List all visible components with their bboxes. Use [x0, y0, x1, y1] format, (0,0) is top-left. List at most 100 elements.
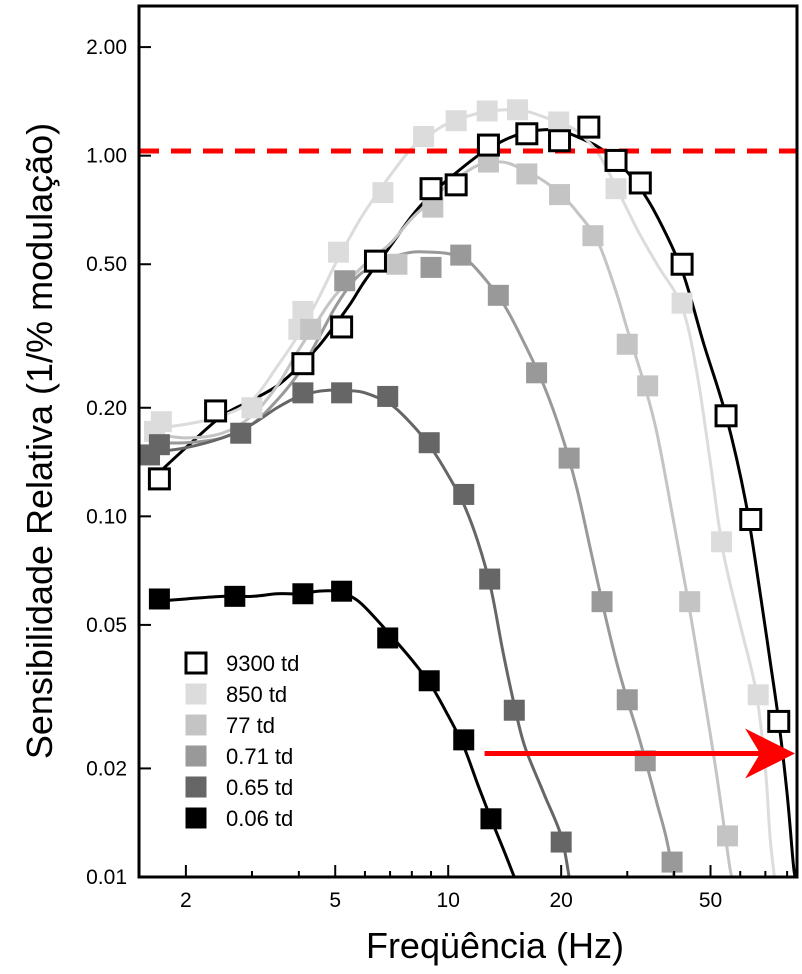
legend-label-0-06-td: 0.06 td	[226, 806, 293, 831]
y-tick-label-1-00: 1.00	[86, 145, 127, 168]
point-0-71-td-0	[334, 270, 356, 292]
point-9300-td-0	[147, 467, 171, 491]
series-line-0-06-td	[149, 589, 516, 877]
series-points	[139, 99, 791, 873]
point-850-td-10	[507, 99, 529, 121]
y-tick-label-0-02: 0.02	[86, 757, 127, 780]
x-axis-ticks: 2 5 10 20 50	[180, 865, 789, 912]
point-850-td-7	[413, 126, 435, 148]
point-0-65-td-8	[479, 568, 501, 590]
point-850-td-2	[241, 397, 263, 419]
point-850-td-1	[150, 411, 172, 433]
point-9300-td-15	[739, 507, 763, 531]
point-9300-td-8	[515, 122, 539, 146]
point-850-td-13	[671, 292, 693, 314]
legend-swatch-0-06-td	[185, 807, 207, 829]
point-9300-td-1	[204, 399, 228, 423]
point-0-06-td-2	[292, 583, 314, 605]
point-9300-td-14	[714, 404, 738, 428]
point-77-td-8	[637, 375, 659, 397]
legend: 9300 td 850 td 77 td 0.71 td 0.65 td 0.06 td	[184, 651, 299, 831]
point-850-td-5	[327, 241, 349, 263]
point-9300-td-4	[363, 249, 387, 273]
legend-label-850-td: 850 td	[226, 682, 287, 707]
point-9300-td-10	[577, 115, 601, 139]
point-9300-td-7	[476, 133, 500, 157]
point-9300-td-9	[548, 129, 572, 153]
point-77-td-6	[582, 225, 604, 247]
x-axis-title: Freqüência (Hz)	[366, 925, 624, 966]
point-9300-td-6	[444, 173, 468, 197]
point-0-06-td-6	[453, 729, 475, 751]
point-0-06-td-7	[480, 808, 502, 830]
point-9300-td-3	[330, 315, 354, 339]
point-0-65-td-3	[292, 382, 314, 404]
legend-label-0-65-td: 0.65 td	[226, 775, 293, 800]
point-77-td-0	[300, 318, 322, 340]
point-9300-td-13	[670, 252, 694, 276]
point-0-65-td-1	[148, 434, 170, 456]
point-77-td-9	[679, 591, 701, 613]
x-tick-label-5: 5	[329, 889, 341, 912]
legend-swatch-850-td	[185, 683, 207, 705]
point-9300-td-12	[628, 171, 652, 195]
point-77-td-1	[386, 253, 408, 275]
point-0-71-td-7	[616, 689, 638, 711]
point-0-06-td-4	[377, 627, 399, 649]
legend-label-9300-td: 9300 td	[226, 651, 299, 676]
point-850-td-4	[292, 300, 314, 322]
x-tick-label-20: 20	[549, 889, 572, 912]
point-850-td-6	[372, 182, 394, 204]
point-0-65-td-10	[550, 831, 572, 853]
y-axis-ticks: 2.00 1.00 0.50 0.20 0.10 0.05 0.02 0.01	[86, 36, 151, 889]
point-0-65-td-6	[418, 432, 440, 454]
point-0-65-td-2	[230, 422, 252, 444]
point-77-td-5	[549, 184, 571, 206]
point-9300-td-16	[767, 709, 791, 733]
point-77-td-4	[516, 163, 538, 185]
point-850-td-12	[605, 178, 627, 200]
legend-swatch-77-td	[185, 714, 207, 736]
y-tick-label-0-20: 0.20	[86, 397, 127, 420]
y-axis-title: Sensibilidade Relativa (1/% modulação)	[19, 123, 60, 759]
legend-swatch-0-65-td	[185, 776, 207, 798]
point-0-71-td-6	[591, 591, 613, 613]
point-0-06-td-0	[148, 588, 170, 610]
point-850-td-11	[548, 111, 570, 133]
point-850-td-9	[476, 100, 498, 122]
x-tick-label-2: 2	[180, 889, 192, 912]
point-0-71-td-1	[420, 256, 442, 278]
point-0-06-td-5	[418, 670, 440, 692]
y-tick-label-2-00: 2.00	[86, 36, 127, 59]
y-tick-label-0-05: 0.05	[86, 614, 127, 637]
point-9300-td-5	[419, 177, 443, 201]
point-77-td-7	[616, 333, 638, 355]
y-tick-label-0-50: 0.50	[86, 253, 127, 276]
y-tick-label-0-10: 0.10	[86, 505, 127, 528]
legend-swatch-9300-td	[184, 651, 208, 675]
point-0-65-td-9	[503, 699, 525, 721]
legend-label-0-71-td: 0.71 td	[226, 744, 293, 769]
point-0-71-td-2	[450, 244, 472, 266]
point-850-td-14	[711, 531, 733, 553]
point-0-71-td-5	[558, 447, 580, 469]
point-0-65-td-5	[377, 385, 399, 407]
point-0-65-td-7	[453, 483, 475, 505]
point-9300-td-2	[291, 352, 315, 376]
point-77-td-10	[717, 825, 739, 847]
point-850-td-8	[445, 110, 467, 132]
plot-frame	[137, 4, 799, 879]
point-0-71-td-4	[526, 362, 548, 384]
point-0-71-td-3	[487, 284, 509, 306]
point-0-65-td-4	[331, 382, 353, 404]
x-tick-label-10: 10	[437, 889, 460, 912]
series-line-0-65-td	[149, 388, 571, 877]
y-tick-label-0-01: 0.01	[86, 866, 127, 889]
point-0-06-td-3	[331, 580, 353, 602]
x-tick-label-50: 50	[699, 889, 722, 912]
point-0-71-td-9	[661, 851, 683, 873]
legend-label-77-td: 77 td	[226, 713, 275, 738]
legend-swatch-0-71-td	[185, 745, 207, 767]
point-0-06-td-1	[224, 585, 246, 607]
